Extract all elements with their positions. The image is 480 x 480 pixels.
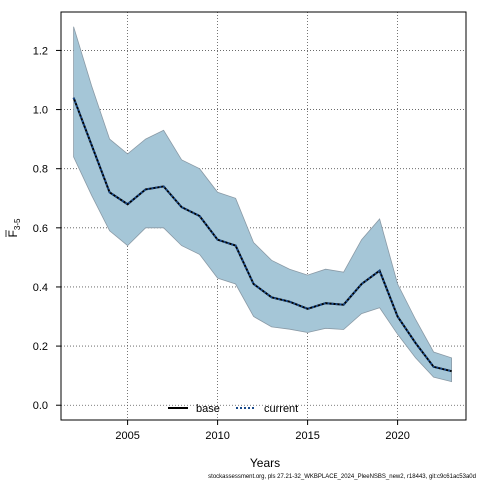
series-layer bbox=[72, 97, 452, 373]
x-tick-label: 2020 bbox=[385, 430, 409, 442]
x-axis: 2005 2010 2015 2020 bbox=[115, 420, 410, 442]
plot-frame bbox=[60, 11, 467, 421]
x-tick-label: 2010 bbox=[205, 430, 229, 442]
y-tick-label: 0.6 bbox=[33, 223, 48, 235]
footnote: stockassessment.org, pls 27.21-32_WKBPLA… bbox=[208, 474, 476, 480]
y-tick-label: 0.8 bbox=[33, 164, 48, 176]
x-tick-label: 2015 bbox=[295, 430, 319, 442]
y-tick-label: 1.0 bbox=[33, 105, 48, 117]
x-axis-title: Years bbox=[250, 456, 280, 470]
legend-label-current: current bbox=[264, 403, 298, 415]
legend-label-base: base bbox=[196, 403, 220, 415]
y-tick-label: 0.0 bbox=[33, 400, 48, 412]
series-line-base bbox=[72, 97, 452, 373]
svg-text:F3-5: F3-5 bbox=[6, 218, 22, 237]
x-tick-label: 2005 bbox=[115, 430, 139, 442]
legend: base current bbox=[168, 403, 298, 415]
confidence-band-layer bbox=[73, 26, 453, 383]
y-axis-title-main: F bbox=[6, 230, 20, 237]
y-axis-title-sub: 3-5 bbox=[13, 218, 22, 230]
y-axis-title: F3-5 bbox=[5, 218, 22, 237]
y-tick-label: 1.2 bbox=[33, 45, 48, 57]
y-axis: 0.0 0.2 0.4 0.6 0.8 1.0 1.2 bbox=[33, 45, 61, 412]
y-tick-label: 0.4 bbox=[33, 282, 48, 294]
y-tick-label: 0.2 bbox=[33, 341, 48, 353]
confidence-band bbox=[73, 26, 453, 383]
